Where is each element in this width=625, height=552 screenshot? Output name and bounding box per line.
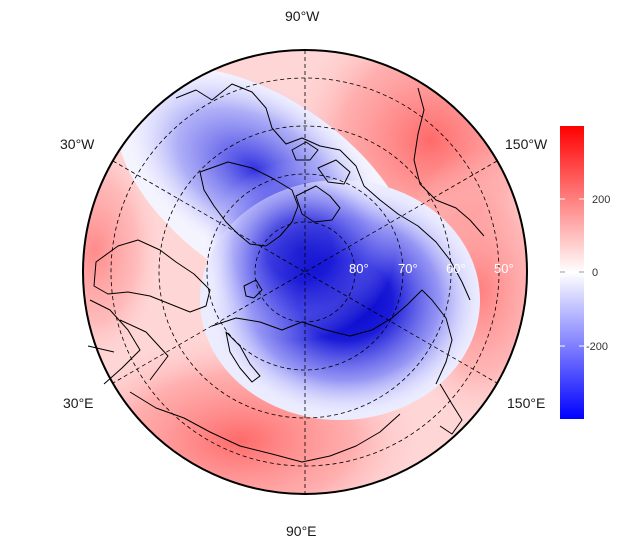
- colorbar-label-0: 0: [592, 267, 598, 279]
- lat-label-70: 70°: [398, 261, 418, 276]
- longitude-label-top: 90°W: [285, 8, 320, 24]
- graticule: [110, 50, 500, 494]
- lat-label-60: 60°: [446, 261, 466, 276]
- colorbar-ticks: [560, 198, 584, 347]
- svalbard-coast: [243, 279, 263, 299]
- novaya-zemlya: [225, 331, 261, 383]
- longitude-label-upper-right: 150°W: [505, 136, 548, 152]
- lat-circle-70: [206, 173, 404, 371]
- canadian-arctic-islands: [291, 141, 351, 223]
- longitude-label-lower-left: 30°E: [63, 395, 94, 411]
- meridian-150: [112, 160, 498, 384]
- coastlines: [87, 83, 485, 463]
- north-america-coast: [175, 83, 471, 301]
- colorbar-label-200: 200: [592, 194, 610, 206]
- greenland-coast: [199, 161, 299, 247]
- siberia-coast: [211, 289, 453, 385]
- lat-label-80: 80°: [349, 261, 369, 276]
- map-boundary: [82, 49, 528, 495]
- meridian-30: [112, 160, 498, 384]
- lat-circle-60: [158, 125, 452, 419]
- anomaly-field: [83, 50, 527, 494]
- kamchatka-coast: [439, 383, 463, 435]
- longitude-label-bottom: 90°E: [286, 523, 317, 539]
- pacific-coast: [413, 87, 485, 237]
- colorbar: 200 0 -200: [560, 126, 610, 419]
- colorbar-label-neg200: -200: [586, 341, 608, 353]
- longitude-label-lower-right: 150°E: [507, 395, 546, 411]
- longitude-label-upper-left: 30°W: [60, 136, 95, 152]
- lat-label-50: 50°: [494, 261, 514, 276]
- lat-circle-80: [254, 221, 356, 323]
- europe-borders: [87, 299, 401, 463]
- scandinavia-coast: [93, 239, 211, 313]
